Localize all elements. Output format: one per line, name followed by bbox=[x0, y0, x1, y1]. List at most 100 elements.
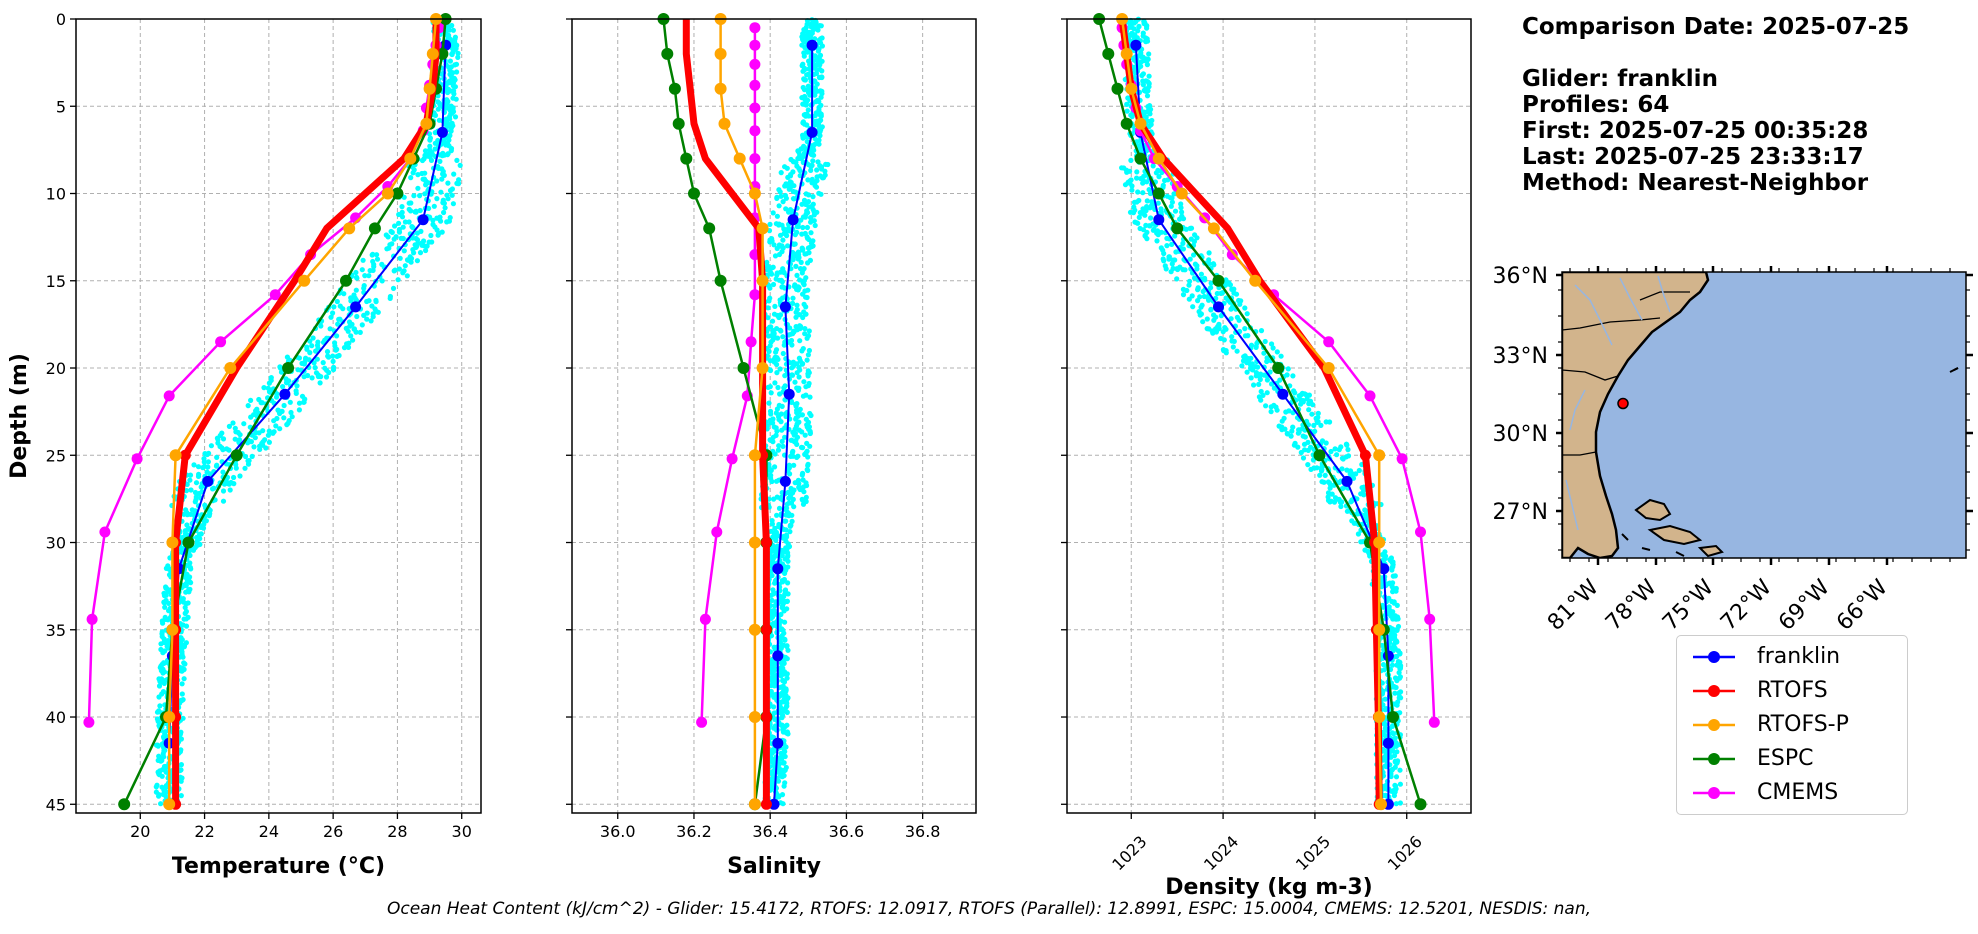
data-point-cmems bbox=[1428, 716, 1440, 728]
scatter-point bbox=[1355, 531, 1361, 537]
scatter-point bbox=[770, 768, 777, 774]
data-point-espc bbox=[1120, 117, 1133, 130]
scatter-point bbox=[313, 348, 319, 354]
scatter-point bbox=[792, 251, 798, 257]
legend-label: franklin bbox=[1757, 644, 1841, 669]
scatter-point bbox=[788, 156, 794, 163]
scatter-point bbox=[1146, 187, 1152, 193]
scatter-point bbox=[335, 321, 341, 327]
scatter-point bbox=[1140, 227, 1147, 233]
scatter-point bbox=[1234, 348, 1240, 354]
scatter-point bbox=[797, 338, 803, 344]
data-point-espc bbox=[118, 798, 131, 811]
x-tick-label: 24 bbox=[259, 822, 279, 841]
scatter-point bbox=[1393, 774, 1400, 780]
scatter-point bbox=[771, 622, 777, 628]
map-lat-label: 36°N bbox=[1493, 264, 1548, 289]
scatter-point bbox=[1195, 285, 1201, 292]
data-point-franklin bbox=[787, 214, 799, 226]
data-point-rtofs-p bbox=[1322, 362, 1335, 374]
data-point-rtofs-p bbox=[1375, 798, 1387, 811]
data-point-cmems bbox=[726, 453, 738, 465]
scatter-point bbox=[794, 302, 800, 308]
scatter-point bbox=[193, 480, 200, 486]
glider-scatter bbox=[1119, 16, 1404, 807]
scatter-point bbox=[781, 226, 787, 232]
x-tick-label: 26 bbox=[323, 822, 343, 841]
scatter-point bbox=[804, 224, 811, 231]
scatter-point bbox=[1379, 552, 1386, 558]
series-line-rtofs bbox=[682, 19, 770, 805]
scatter-point bbox=[1356, 467, 1362, 474]
scatter-point bbox=[1358, 491, 1364, 497]
scatter-point bbox=[361, 312, 367, 318]
scatter-point bbox=[1382, 783, 1388, 789]
scatter-point bbox=[1264, 377, 1270, 383]
scatter-point bbox=[789, 518, 795, 525]
series-rtofs-p bbox=[163, 13, 442, 811]
scatter-point bbox=[263, 445, 269, 451]
scatter-point bbox=[805, 454, 811, 460]
scatter-point bbox=[813, 140, 819, 146]
scatter-point bbox=[220, 469, 226, 475]
data-point-rtofs-p bbox=[163, 711, 176, 723]
scatter-point bbox=[789, 365, 795, 371]
y-tick-label: 35 bbox=[46, 621, 66, 640]
scatter-point bbox=[178, 793, 184, 799]
data-point-rtofs-p bbox=[748, 623, 761, 636]
scatter-point bbox=[1183, 226, 1189, 232]
scatter-point bbox=[803, 134, 809, 140]
scatter-point bbox=[1306, 407, 1312, 413]
series-rtofs bbox=[170, 19, 440, 810]
scatter-point bbox=[808, 215, 814, 221]
scatter-point bbox=[793, 403, 799, 409]
scatter-point bbox=[769, 478, 775, 485]
scatter-point bbox=[1149, 203, 1155, 209]
scatter-point bbox=[1248, 342, 1255, 348]
scatter-point bbox=[771, 704, 777, 710]
scatter-point bbox=[1124, 101, 1130, 107]
scatter-point bbox=[802, 97, 808, 103]
scatter-point bbox=[451, 171, 457, 177]
scatter-point bbox=[779, 438, 785, 444]
map-state-border bbox=[1562, 451, 1597, 456]
scatter-point bbox=[259, 440, 265, 446]
scatter-point bbox=[777, 297, 783, 303]
scatter-point bbox=[353, 287, 359, 293]
data-point-espc bbox=[1272, 362, 1285, 374]
scatter-point bbox=[446, 27, 452, 33]
data-point-franklin bbox=[279, 388, 291, 400]
scatter-point bbox=[346, 340, 352, 346]
scatter-point bbox=[1336, 447, 1342, 453]
scatter-point bbox=[1178, 201, 1184, 207]
scatter-point bbox=[806, 250, 812, 256]
scatter-point bbox=[1326, 480, 1332, 486]
scatter-point bbox=[374, 252, 380, 258]
scatter-point bbox=[287, 399, 293, 405]
scatter-point bbox=[1353, 471, 1359, 477]
map-lat-label: 33°N bbox=[1493, 344, 1548, 369]
scatter-point bbox=[1230, 344, 1236, 350]
scatter-point bbox=[1154, 238, 1160, 244]
scatter-point bbox=[801, 76, 807, 82]
scatter-point bbox=[1277, 377, 1283, 383]
scatter-point bbox=[1380, 557, 1387, 563]
scatter-point bbox=[793, 309, 799, 315]
data-point-espc bbox=[368, 222, 381, 235]
scatter-point bbox=[1187, 278, 1193, 284]
scatter-point bbox=[1345, 447, 1351, 453]
scatter-point bbox=[1349, 497, 1355, 503]
y-tick-label: 40 bbox=[46, 708, 66, 727]
scatter-point bbox=[286, 418, 292, 424]
scatter-point bbox=[273, 423, 279, 429]
data-point-cmems bbox=[1364, 390, 1376, 402]
series-line-espc bbox=[662, 18, 768, 805]
scatter-point bbox=[1311, 422, 1317, 428]
scatter-point bbox=[341, 345, 348, 351]
scatter-point bbox=[808, 163, 814, 170]
scatter-point bbox=[780, 677, 786, 684]
data-point-rtofs-p bbox=[343, 222, 356, 235]
series-line-cmems bbox=[87, 27, 441, 723]
scatter-point bbox=[163, 783, 169, 789]
scatter-point bbox=[800, 31, 806, 37]
